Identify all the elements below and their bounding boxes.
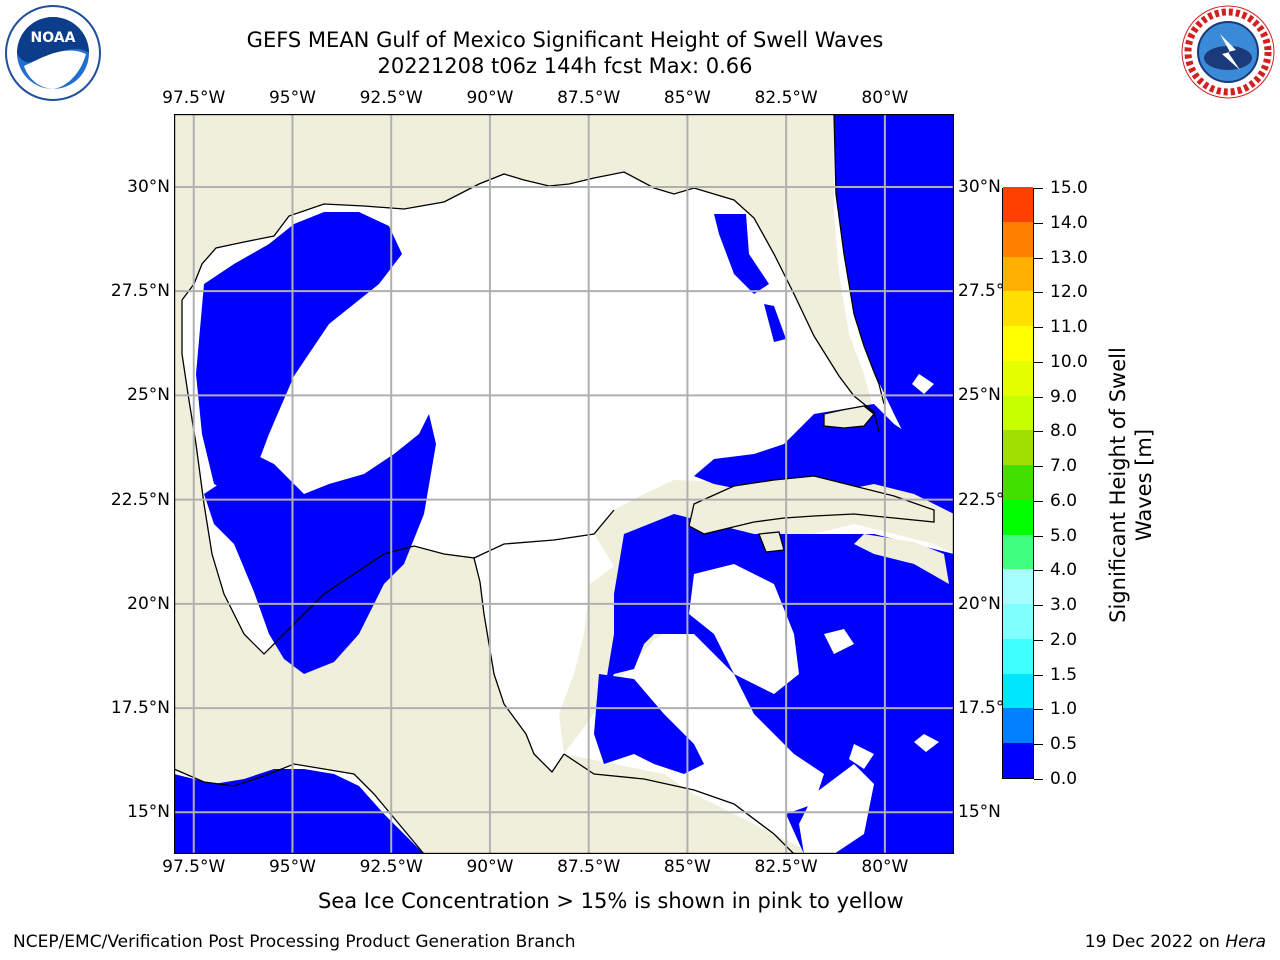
colorbar bbox=[1002, 186, 1034, 779]
colorbar-tick-mark bbox=[1034, 361, 1043, 363]
lat-tick-label-right: 30°N bbox=[958, 176, 1001, 197]
lon-tick-label-top: 90°W bbox=[466, 88, 514, 108]
colorbar-segment bbox=[1003, 325, 1033, 361]
machine-name: Hera bbox=[1225, 932, 1266, 952]
colorbar-segment bbox=[1003, 221, 1033, 257]
lon-tick-label-top: 85°W bbox=[663, 88, 711, 108]
lon-tick-label-top: 87.5°W bbox=[557, 88, 621, 108]
colorbar-tick-label: 8.0 bbox=[1050, 421, 1078, 442]
lat-tick-label-right: 25°N bbox=[958, 385, 1001, 406]
lon-tick-label-top: 95°W bbox=[268, 88, 316, 108]
lat-tick-label-left: 27.5°N bbox=[110, 281, 170, 302]
lon-tick-label-top: 82.5°W bbox=[754, 88, 818, 108]
colorbar-tick-label: 5.0 bbox=[1050, 525, 1078, 546]
lon-tick-label-bottom: 87.5°W bbox=[557, 857, 621, 877]
lat-tick-label-right: 20°N bbox=[958, 593, 1001, 614]
colorbar-tick-label: 4.0 bbox=[1050, 560, 1078, 581]
colorbar-tick-label: 15.0 bbox=[1050, 178, 1088, 198]
coastlines bbox=[174, 114, 935, 854]
colorbar-segment bbox=[1003, 638, 1033, 674]
colorbar-tick-label: 3.0 bbox=[1050, 595, 1078, 616]
lon-tick-label-top: 80°W bbox=[861, 88, 909, 108]
colorbar-segment bbox=[1003, 429, 1033, 466]
lon-tick-label-top: 92.5°W bbox=[359, 88, 423, 108]
colorbar-tick-mark bbox=[1034, 327, 1043, 329]
lon-tick-label-bottom: 92.5°W bbox=[359, 857, 423, 877]
colorbar-tick-mark bbox=[1034, 396, 1043, 398]
colorbar-tick-label: 6.0 bbox=[1050, 490, 1078, 511]
colorbar-tick-label: 7.0 bbox=[1050, 456, 1078, 477]
colorbar-tick-label: 10.0 bbox=[1050, 351, 1088, 372]
colorbar-segment bbox=[1003, 742, 1033, 778]
colorbar-segment bbox=[1003, 464, 1033, 500]
lat-tick-label-right: 15°N bbox=[958, 802, 1001, 823]
colorbar-tick-mark bbox=[1034, 257, 1043, 259]
lat-tick-label-left: 15°N bbox=[127, 802, 170, 823]
colorbar-tick-mark bbox=[1034, 535, 1043, 537]
colorbar-tick-label: 14.0 bbox=[1050, 212, 1088, 233]
colorbar-tick-label: 1.0 bbox=[1050, 699, 1078, 720]
colorbar-tick-mark bbox=[1034, 500, 1043, 502]
colorbar-segment bbox=[1003, 395, 1033, 431]
colorbar-tick-label: 0.0 bbox=[1050, 769, 1078, 789]
colorbar-segment bbox=[1003, 603, 1033, 639]
map-subtitle: 20221208 t06z 144h fcst Max: 0.66 bbox=[377, 54, 753, 78]
lat-tick-label-left: 25°N bbox=[127, 385, 170, 406]
colorbar-tick-label: 13.0 bbox=[1050, 247, 1088, 268]
colorbar-tick-mark bbox=[1034, 779, 1043, 780]
colorbar-tick-mark bbox=[1034, 709, 1043, 711]
colorbar-segment bbox=[1003, 290, 1033, 327]
colorbar-segment bbox=[1003, 256, 1033, 292]
map-frame bbox=[174, 114, 954, 854]
colorbar-label: Significant Height of Swell Waves [m] bbox=[1106, 347, 1156, 623]
lat-tick-label-left: 17.5°N bbox=[110, 698, 170, 719]
lat-tick-label-left: 20°N bbox=[127, 593, 170, 614]
colorbar-segment bbox=[1003, 568, 1033, 605]
colorbar-tick-label: 11.0 bbox=[1050, 317, 1088, 338]
colorbar-tick-mark bbox=[1034, 188, 1043, 189]
colorbar-segment bbox=[1003, 534, 1033, 570]
colorbar-segment bbox=[1003, 708, 1033, 744]
date-stamp: 19 Dec 2022 on Hera bbox=[1085, 932, 1266, 952]
lon-tick-label-top: 97.5°W bbox=[162, 88, 226, 108]
colorbar-tick-mark bbox=[1034, 292, 1043, 294]
credit-text: NCEP/EMC/Verification Post Processing Pr… bbox=[13, 932, 576, 952]
map-title: GEFS MEAN Gulf of Mexico Significant Hei… bbox=[246, 28, 884, 52]
colorbar-segment bbox=[1003, 673, 1033, 709]
colorbar-tick-mark bbox=[1034, 744, 1043, 746]
colorbar-tick-mark bbox=[1034, 431, 1043, 433]
colorbar-tick-mark bbox=[1034, 674, 1043, 676]
colorbar-tick-mark bbox=[1034, 639, 1043, 641]
svg-text:NOAA: NOAA bbox=[31, 30, 76, 46]
lon-tick-label-bottom: 97.5°W bbox=[162, 857, 226, 877]
lat-tick-label-left: 22.5°N bbox=[110, 489, 170, 510]
nws-logo bbox=[1181, 5, 1275, 99]
lon-tick-label-bottom: 85°W bbox=[663, 857, 711, 877]
colorbar-segment bbox=[1003, 360, 1033, 396]
lon-tick-label-bottom: 80°W bbox=[861, 857, 909, 877]
lon-tick-label-bottom: 95°W bbox=[268, 857, 316, 877]
colorbar-tick-label: 2.0 bbox=[1050, 629, 1078, 650]
sea-ice-note: Sea Ice Concentration > 15% is shown in … bbox=[318, 889, 904, 913]
map-panel bbox=[174, 114, 954, 854]
colorbar-tick-label: 1.5 bbox=[1050, 664, 1078, 685]
colorbar-tick-mark bbox=[1034, 570, 1043, 572]
colorbar-segment bbox=[1003, 186, 1033, 222]
colorbar-tick-mark bbox=[1034, 605, 1043, 607]
graticule bbox=[174, 114, 954, 854]
date-text: 19 Dec 2022 on bbox=[1084, 932, 1226, 952]
colorbar-tick-label: 12.0 bbox=[1050, 282, 1088, 303]
colorbar-tick-label: 0.5 bbox=[1050, 734, 1078, 755]
lon-tick-label-bottom: 90°W bbox=[466, 857, 514, 877]
sea-zero-swell-holes bbox=[689, 374, 939, 854]
lon-tick-label-bottom: 82.5°W bbox=[754, 857, 818, 877]
colorbar-segment bbox=[1003, 499, 1033, 535]
colorbar-tick-mark bbox=[1034, 222, 1043, 224]
colorbar-tick-label: 9.0 bbox=[1050, 386, 1078, 407]
noaa-logo: NOAA bbox=[5, 5, 101, 101]
lat-tick-label-left: 30°N bbox=[127, 176, 170, 197]
colorbar-tick-mark bbox=[1034, 466, 1043, 468]
